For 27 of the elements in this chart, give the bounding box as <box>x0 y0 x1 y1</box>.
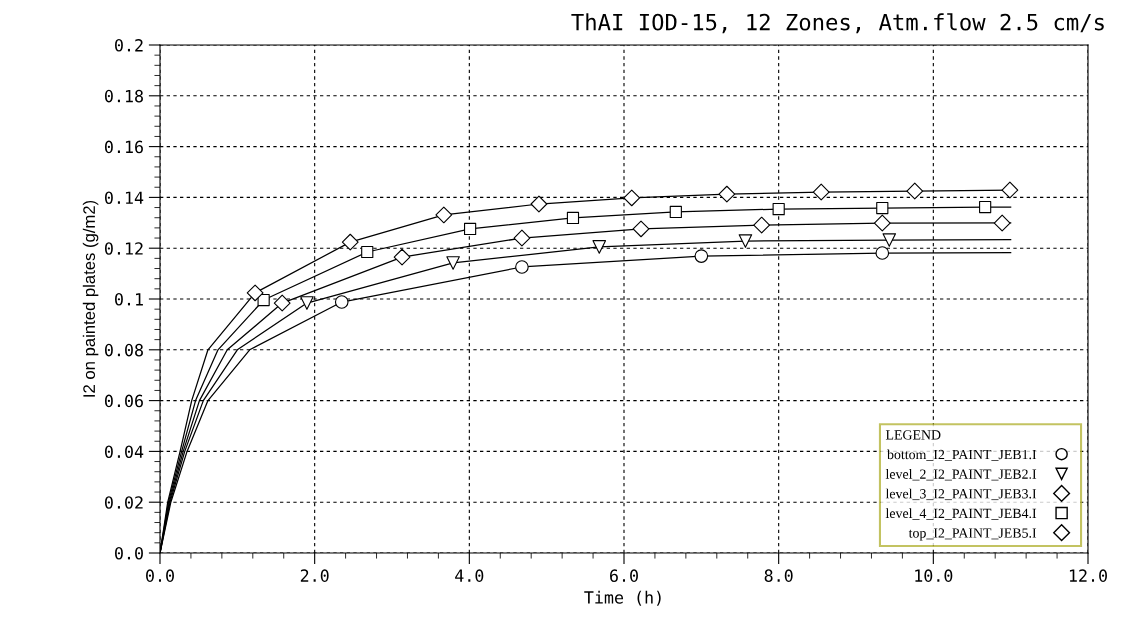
y-tick-label: 0.2 <box>115 39 143 52</box>
legend-title: LEGEND <box>885 430 941 440</box>
x-tick-label: 6.0 <box>610 569 638 582</box>
x-tick-label: 10.0 <box>915 569 953 582</box>
x-tick-label: 2.0 <box>300 569 329 582</box>
y-tick-label: 0.02 <box>104 496 143 509</box>
y-tick-label: 0.14 <box>104 191 144 205</box>
legend-label: bottom_I2_PAINT_JEB1.I <box>887 449 1037 461</box>
y-tick-label: 0.18 <box>104 89 143 103</box>
y-tick-label: 0.06 <box>104 394 143 408</box>
legend-label: level_2_I2_PAINT_JEB2.I <box>885 469 1037 481</box>
x-tick-label: 0.0 <box>146 569 174 582</box>
x-tick-label: 12.0 <box>1069 569 1107 582</box>
y-tick-label: 0.12 <box>104 242 143 255</box>
y-tick-label: 0.04 <box>104 445 144 459</box>
y-tick-label: 0.08 <box>104 343 143 357</box>
x-tick-label: 8.0 <box>764 569 793 582</box>
legend-label: level_4_I2_PAINT_JEB4.I <box>885 508 1037 520</box>
y-tick-label: 0.0 <box>115 547 143 560</box>
x-tick-label: 4.0 <box>455 569 484 582</box>
x-axis-title: Time (h) <box>584 590 661 606</box>
chart-title: ThAI IOD-15, 12 Zones, Atm.flow 2.5 cm/s <box>571 13 1104 34</box>
y-tick-label: 0.16 <box>104 140 143 154</box>
y-tick-label: 0.1 <box>115 293 143 306</box>
legend-label: top_I2_PAINT_JEB5.I <box>908 528 1037 541</box>
legend-label: level_3_I2_PAINT_JEB3.I <box>885 488 1037 501</box>
y-axis-title: I2 on painted plates (g/m2) <box>82 200 99 397</box>
